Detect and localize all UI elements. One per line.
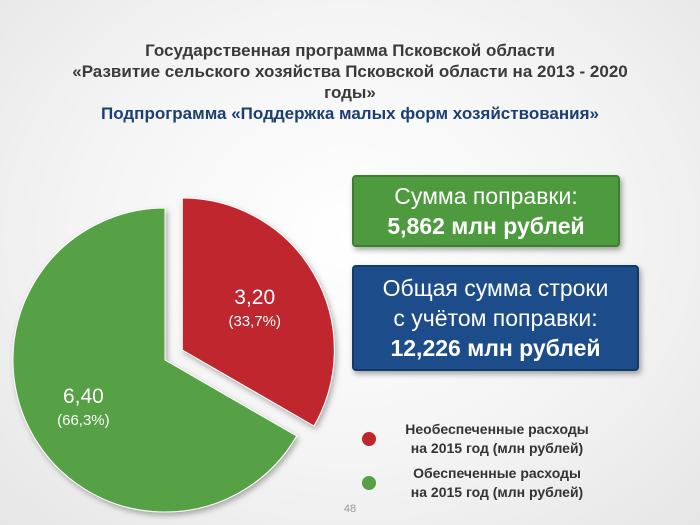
title-line-3: годы»	[324, 83, 376, 102]
amendment-sum-label: Сумма поправки:	[394, 183, 578, 209]
legend-item-unfunded: Необеспеченные расходы на 2015 год (млн …	[362, 420, 612, 464]
legend-unfunded-line1: Необеспеченные расходы	[405, 421, 589, 437]
title-subtitle: Подпрограмма «Поддержка малых форм хозяй…	[101, 104, 599, 123]
page-number: 48	[343, 503, 357, 515]
legend-funded-line1: Обеспеченные расходы	[413, 465, 581, 481]
amendment-sum-value: 5,862 млн рублей	[387, 213, 585, 239]
amendment-sum-box: Сумма поправки: 5,862 млн рублей	[352, 175, 620, 247]
legend-dot-green	[362, 476, 376, 490]
total-sum-value: 12,226 млн рублей	[390, 335, 601, 361]
total-sum-label-1: Общая сумма строки	[382, 275, 609, 301]
title-line-1: Государственная программа Псковской обла…	[145, 41, 555, 60]
total-sum-box: Общая сумма строки с учётом поправки: 12…	[352, 265, 639, 371]
legend-item-funded: Обеспеченные расходы на 2015 год (млн ру…	[362, 464, 612, 508]
legend-dot-red	[362, 432, 376, 446]
total-sum-label-2: с учётом поправки:	[393, 305, 598, 331]
slide-title: Государственная программа Псковской обла…	[0, 40, 700, 124]
pie-chart: 3,20 (33,7%) 6,40 (66,3%)	[12, 197, 335, 513]
pie-label-unfunded-value: 3,20	[234, 286, 275, 309]
pie-slice-unfunded	[181, 197, 335, 427]
legend-text-funded: Обеспеченные расходы на 2015 год (млн ру…	[382, 464, 612, 502]
legend-unfunded-line2: на 2015 год (млн рублей)	[410, 440, 584, 456]
pie-label-funded-percent: (66,3%)	[57, 412, 110, 429]
title-line-2: «Развитие сельского хозяйства Псковской …	[72, 62, 628, 81]
legend-text-unfunded: Необеспеченные расходы на 2015 год (млн …	[382, 420, 612, 458]
chart-legend: Необеспеченные расходы на 2015 год (млн …	[362, 420, 612, 508]
pie-label-unfunded-percent: (33,7%)	[228, 313, 281, 330]
pie-label-funded-value: 6,40	[63, 385, 104, 408]
legend-funded-line2: на 2015 год (млн рублей)	[410, 484, 584, 500]
pie-slice-funded	[12, 207, 298, 513]
